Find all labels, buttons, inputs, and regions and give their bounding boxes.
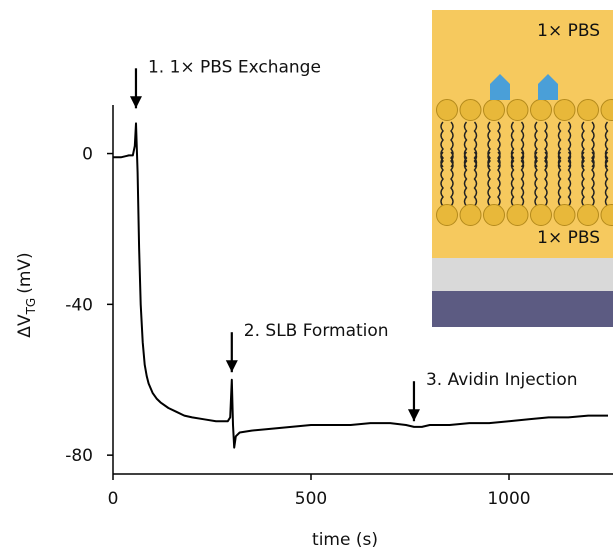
x-tick-label: 0 [108, 489, 119, 509]
annotation-label: 1. 1× PBS Exchange [148, 57, 321, 77]
lipid-tail [591, 121, 595, 207]
lipid-head [506, 204, 529, 226]
lipid-tail [567, 121, 572, 207]
y-axis-label: ΔVTG (mV) [15, 252, 38, 337]
lipid-tail [520, 121, 525, 207]
x-tick-label: 1000 [487, 489, 530, 509]
lipid-head [600, 204, 613, 226]
lipid-head [553, 99, 576, 121]
lipid-head [577, 204, 599, 226]
inset-electrode [432, 291, 613, 327]
annotation-arrowhead [129, 96, 142, 109]
lipid-tail [534, 121, 538, 207]
annotation-label: 3. Avidin Injection [426, 370, 578, 390]
lipid-head [577, 99, 599, 121]
lipid-tail [473, 121, 478, 207]
lipid-head [483, 99, 505, 121]
lipid-head [436, 99, 458, 121]
lipid-head [459, 204, 482, 226]
lipid-tail [440, 121, 444, 207]
inset-substrate [432, 258, 613, 291]
y-tick-label: 0 [82, 145, 93, 165]
annotation-arrowhead [225, 360, 238, 373]
receptor [538, 74, 558, 100]
y-tick-label: -80 [65, 446, 93, 466]
lipid-tail [497, 121, 501, 207]
y-tick-label: -40 [65, 295, 93, 315]
lipid-tail [604, 121, 609, 207]
y-label-sub: TG [24, 298, 38, 316]
data-line [113, 122, 608, 449]
lipid-tail [510, 121, 515, 207]
lipid-head [459, 99, 482, 121]
lipid-tail [450, 121, 454, 207]
lipid-head [530, 204, 552, 226]
inset: 1× PBS 1× PBS [432, 10, 613, 327]
inset-label: 1× PBS [537, 228, 600, 248]
y-label-unit: (mV) [15, 252, 35, 293]
lipid-head [436, 204, 458, 226]
lipid-head [600, 99, 613, 121]
lipid-head [506, 99, 529, 121]
lipid-head [530, 99, 552, 121]
inset-label: 1× PBS [537, 21, 600, 41]
lipid-tail [581, 121, 585, 207]
lipid-head [553, 204, 576, 226]
lipid-tail [487, 121, 491, 207]
y-label-main: ΔV [15, 314, 35, 338]
x-tick-label: 500 [295, 489, 327, 509]
lipid-tail [557, 121, 562, 207]
x-axis-label: time (s) [312, 530, 378, 550]
lipid-tail [463, 121, 468, 207]
annotation-label: 2. SLB Formation [244, 321, 389, 341]
lipid-head [483, 204, 505, 226]
annotation-arrowhead [407, 409, 420, 422]
lipid-tail [544, 121, 548, 207]
receptor [490, 74, 510, 100]
